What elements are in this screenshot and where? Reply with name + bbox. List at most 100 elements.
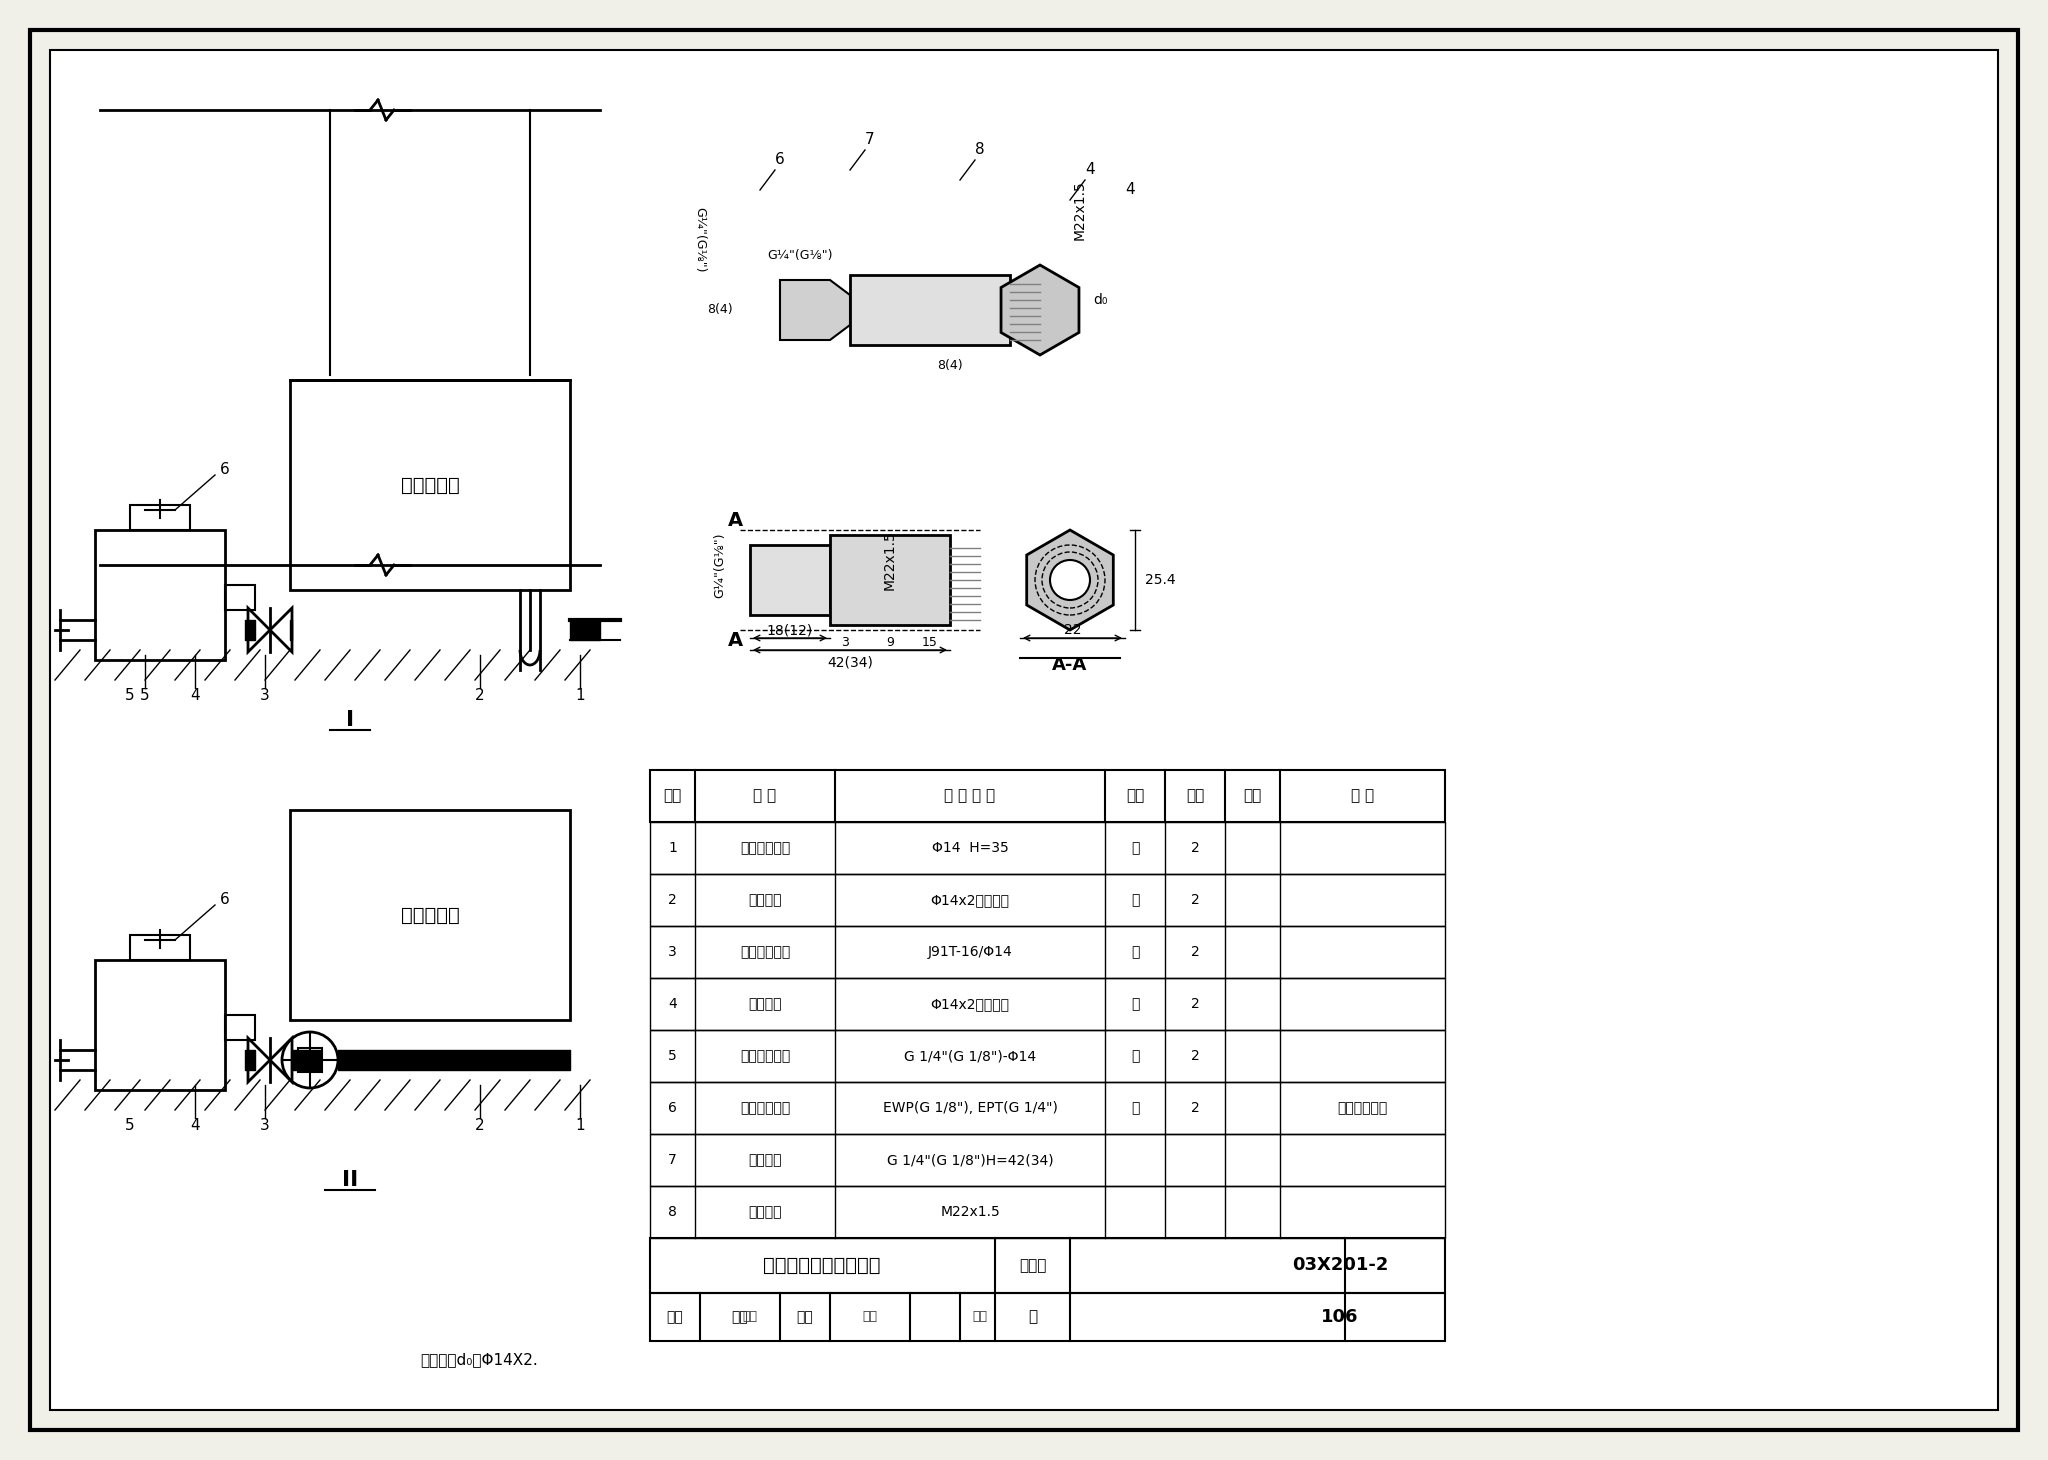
Text: 图集号: 图集号 (1020, 1259, 1047, 1273)
Bar (649, 1134, 1446, 1186)
Text: M22x1.5: M22x1.5 (1073, 180, 1087, 239)
Bar (225, 1015, 256, 1040)
Text: 2: 2 (1190, 1101, 1200, 1115)
Text: 5: 5 (668, 1048, 678, 1063)
Text: 页: 页 (1028, 1310, 1038, 1324)
Text: G¼"(G⅛"): G¼"(G⅛") (768, 248, 834, 261)
Text: 6: 6 (668, 1101, 678, 1115)
Text: 42(34): 42(34) (827, 656, 872, 669)
Circle shape (1051, 561, 1090, 600)
Text: 直通接头: 直通接头 (748, 1153, 782, 1167)
Text: 水箱式油箱: 水箱式油箱 (401, 905, 459, 924)
Bar (129, 505, 190, 530)
Text: 页次: 页次 (1243, 788, 1262, 803)
Bar (649, 1029, 1446, 1082)
Text: 签名: 签名 (743, 1311, 758, 1324)
Text: 3: 3 (260, 1117, 270, 1133)
Text: 5: 5 (139, 688, 150, 702)
Text: A: A (727, 511, 743, 530)
Bar (649, 978, 1446, 1029)
Text: 8: 8 (975, 143, 985, 158)
Text: 序号: 序号 (664, 788, 682, 803)
Text: 注：配管d₀为Φ14X2.: 注：配管d₀为Φ14X2. (420, 1352, 539, 1368)
Text: I: I (346, 710, 354, 730)
Text: 单位: 单位 (1126, 788, 1145, 803)
Text: 4: 4 (668, 997, 678, 1010)
Text: 8: 8 (668, 1204, 678, 1219)
Bar (649, 1082, 1446, 1134)
Polygon shape (780, 280, 850, 340)
Bar (94, 961, 225, 1091)
Text: 6: 6 (219, 892, 229, 908)
Text: 型 号 规 格: 型 号 规 格 (944, 788, 995, 803)
Text: （测量液位）: （测量液位） (1337, 1101, 1389, 1115)
Text: 8(4): 8(4) (938, 359, 963, 371)
Text: 1: 1 (575, 1117, 586, 1133)
Text: 2: 2 (475, 688, 485, 702)
Text: 个: 个 (1130, 945, 1139, 959)
Text: 套: 套 (1130, 1101, 1139, 1115)
Bar (649, 1294, 1446, 1340)
Polygon shape (1026, 530, 1114, 631)
Bar (649, 769, 1446, 822)
Text: J91T-16/Φ14: J91T-16/Φ14 (928, 945, 1012, 959)
Bar (829, 534, 950, 625)
Text: 2: 2 (475, 1117, 485, 1133)
Text: 1: 1 (668, 841, 678, 856)
Text: Φ14x2无缝钢管: Φ14x2无缝钢管 (930, 997, 1010, 1010)
Text: 2: 2 (1190, 997, 1200, 1010)
Text: 15: 15 (922, 635, 938, 648)
Text: 卡套式截止阀: 卡套式截止阀 (739, 945, 791, 959)
Text: 25.4: 25.4 (1145, 572, 1176, 587)
Text: d₀: d₀ (1094, 293, 1108, 307)
Text: II: II (342, 1169, 358, 1190)
Text: 设计: 设计 (797, 1310, 813, 1324)
Text: G 1/4"(G 1/8")H=42(34): G 1/4"(G 1/8")H=42(34) (887, 1153, 1053, 1167)
Text: 5: 5 (125, 688, 135, 702)
Bar (649, 926, 1446, 978)
Text: 5: 5 (125, 1117, 135, 1133)
Text: 水箱式油箱: 水箱式油箱 (401, 476, 459, 495)
Bar (649, 822, 1446, 875)
Text: 外套螺母: 外套螺母 (748, 1204, 782, 1219)
Bar (850, 274, 1010, 345)
Bar (649, 1238, 1446, 1294)
Text: 压力传感器安装（三）: 压力传感器安装（三） (764, 1256, 881, 1275)
Text: 6: 6 (219, 463, 229, 477)
Bar (291, 810, 569, 1021)
Text: 签名: 签名 (973, 1311, 987, 1324)
Text: 连接钢管: 连接钢管 (748, 997, 782, 1010)
Text: 备 注: 备 注 (1352, 788, 1374, 803)
Text: 03X201-2: 03X201-2 (1292, 1257, 1389, 1275)
Text: 2: 2 (1190, 1048, 1200, 1063)
Text: 4: 4 (1085, 162, 1096, 178)
Text: 4: 4 (190, 688, 201, 702)
Text: 个: 个 (1130, 841, 1139, 856)
Text: Φ14x2无缝钢管: Φ14x2无缝钢管 (930, 894, 1010, 907)
Text: 连接钢管: 连接钢管 (748, 894, 782, 907)
Text: 8(4): 8(4) (707, 304, 733, 317)
Bar (649, 875, 1446, 926)
Text: A-A: A-A (1053, 656, 1087, 675)
Text: 1: 1 (575, 688, 586, 702)
Text: 3: 3 (260, 688, 270, 702)
Text: 7: 7 (864, 133, 874, 147)
Text: EWP(G 1/8"), EPT(G 1/4"): EWP(G 1/8"), EPT(G 1/4") (883, 1101, 1057, 1115)
Text: G¼"(G⅛"): G¼"(G⅛") (694, 207, 707, 273)
Text: G 1/4"(G 1/8")-Φ14: G 1/4"(G 1/8")-Φ14 (903, 1048, 1036, 1063)
Text: M22x1.5: M22x1.5 (940, 1204, 999, 1219)
Text: 106: 106 (1321, 1308, 1358, 1326)
Text: 7: 7 (668, 1153, 678, 1167)
Text: 校对: 校对 (731, 1310, 748, 1324)
Text: 名 称: 名 称 (754, 788, 776, 803)
Bar (129, 934, 190, 961)
Text: 6: 6 (774, 152, 784, 168)
Bar (649, 1186, 1446, 1238)
Text: 2: 2 (668, 894, 678, 907)
Text: 签名: 签名 (862, 1311, 877, 1324)
Text: 直通终端接头: 直通终端接头 (739, 1048, 791, 1063)
Text: 22: 22 (1065, 623, 1081, 637)
Text: 根: 根 (1130, 997, 1139, 1010)
Text: 3: 3 (842, 635, 850, 648)
Bar (750, 545, 829, 615)
